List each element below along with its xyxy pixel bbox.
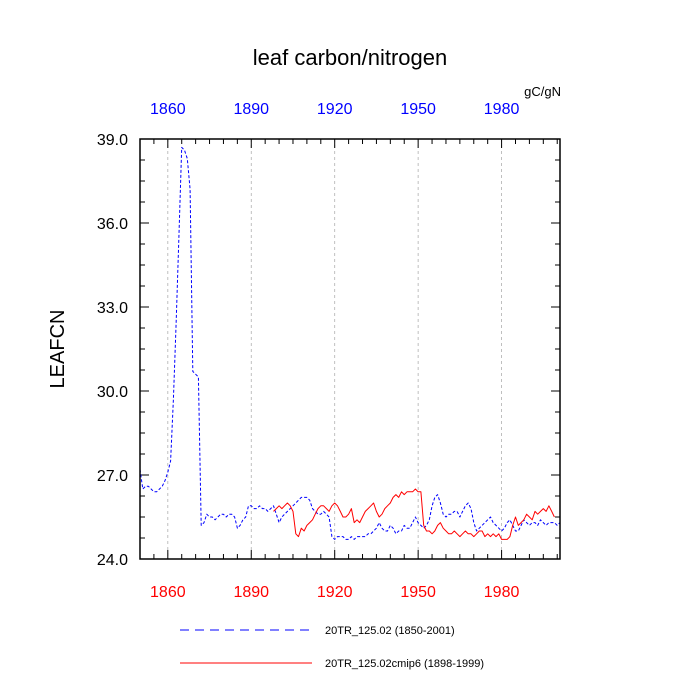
- chart-title: leaf carbon/nitrogen: [253, 45, 447, 70]
- y-tick-label-24.0: 24.0: [97, 552, 128, 569]
- series-line-blue: [139, 146, 561, 540]
- x-tick-label-bottom-1890: 1890: [233, 584, 269, 601]
- x-tick-label-bottom-1950: 1950: [400, 584, 436, 601]
- y-tick-label-33.0: 33.0: [97, 300, 128, 317]
- x-tick-label-bottom-1980: 1980: [484, 584, 520, 601]
- y-tick-label-30.0: 30.0: [97, 384, 128, 401]
- x-tick-label-bottom-1920: 1920: [317, 584, 353, 601]
- legend-label-red: 20TR_125.02cmip6 (1898-1999): [325, 658, 484, 670]
- plot-frame: [139, 138, 561, 560]
- series-line-red: [273, 488, 555, 540]
- units-label: gC/gN: [524, 84, 561, 99]
- y-tick-label-27.0: 27.0: [97, 468, 128, 485]
- x-tick-label-top-1980: 1980: [484, 101, 520, 118]
- x-tick-label-bottom-1860: 1860: [150, 584, 186, 601]
- legend: 20TR_125.02 (1850-2001) 20TR_125.02cmip6…: [180, 625, 484, 670]
- y-tick-label-39.0: 39.0: [97, 132, 128, 149]
- x-tick-label-top-1890: 1890: [233, 101, 269, 118]
- y-axis-label: LEAFCN: [47, 310, 69, 389]
- x-tick-label-top-1920: 1920: [317, 101, 353, 118]
- x-tick-label-top-1860: 1860: [150, 101, 186, 118]
- axis-ticks: [139, 138, 560, 560]
- y-tick-label-36.0: 36.0: [97, 216, 128, 233]
- legend-label-blue: 20TR_125.02 (1850-2001): [325, 625, 455, 637]
- series-lines: [139, 146, 561, 540]
- tick-labels: 24.0 27.0 30.0 33.0 36.0 39.0 1860 1890 1920 1950…: [97, 101, 520, 601]
- grid-lines: [167, 139, 502, 559]
- x-tick-label-top-1950: 1950: [400, 101, 436, 118]
